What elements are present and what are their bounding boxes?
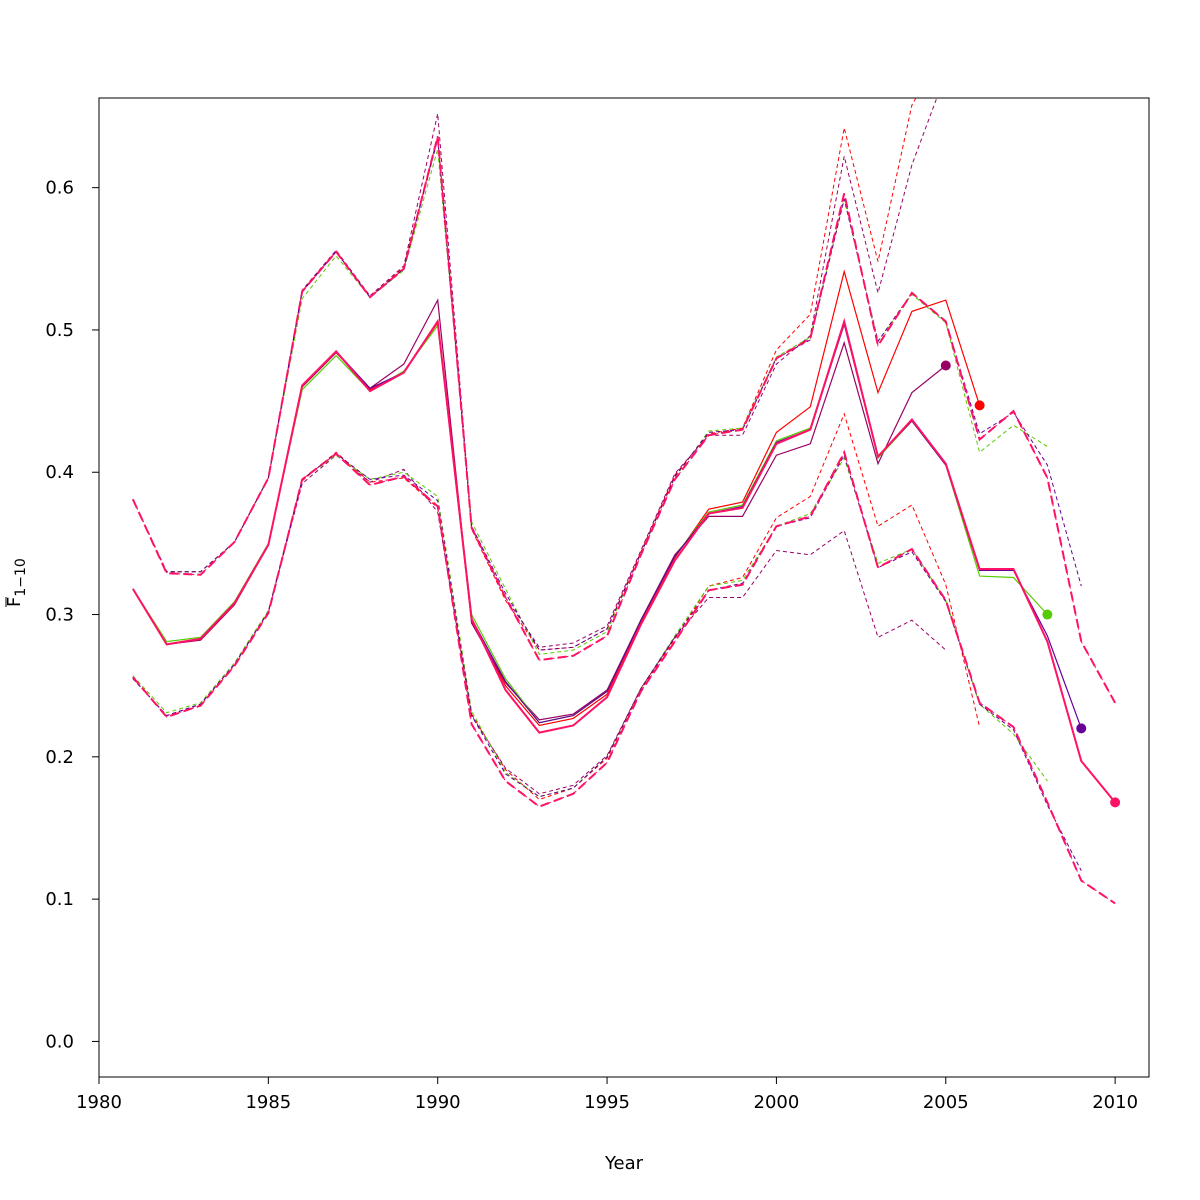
x-tick-label: 1995 [584, 1092, 630, 1113]
series-estimate-line [132, 319, 1116, 803]
svg-text:F1−10: F1−10 [4, 558, 29, 607]
series-estimate-line [132, 298, 947, 721]
y-axis-label: F1−10 [4, 558, 29, 607]
x-axis-label: Year [604, 1153, 644, 1174]
series-group-5 [132, 136, 1116, 904]
series-endpoint-marker [940, 360, 951, 371]
series-endpoint-marker [974, 400, 985, 411]
y-axis-label-main: F [4, 597, 25, 607]
plot-frame [98, 97, 1150, 1078]
y-tick-label: 0.3 [45, 605, 74, 626]
x-tick-label: 2005 [923, 1092, 969, 1113]
x-tick-label: 2010 [1092, 1092, 1138, 1113]
x-tick-label: 1990 [415, 1092, 461, 1113]
series-upper-line [132, 149, 1048, 655]
series-group-1 [132, 98, 981, 801]
y-tick-label: 0.6 [45, 178, 74, 199]
x-tick-label: 2000 [754, 1092, 800, 1113]
latest-lower-line [132, 449, 1116, 905]
series-lower-line [132, 412, 981, 801]
series-endpoint-marker [1042, 609, 1053, 620]
endpoint-layer [940, 360, 1121, 808]
series-estimate-line [132, 319, 1082, 729]
series-estimate-line [132, 269, 981, 727]
series-estimate-line [132, 320, 1048, 724]
y-axis-label-sub: 1−10 [13, 558, 29, 596]
x-tick-label: 1980 [76, 1092, 122, 1113]
series-group-4 [132, 139, 1082, 871]
latest-series-group [131, 136, 1116, 905]
series-group-2 [132, 98, 947, 795]
series-lower-line [132, 453, 1082, 871]
x-axis: 1980 1985 1990 1995 2000 2005 2010 [76, 1076, 1138, 1113]
y-tick-label: 0.2 [45, 747, 74, 768]
latest-estimate-line [132, 317, 1116, 804]
series-layer [131, 98, 1116, 905]
series-lower-line [132, 454, 947, 795]
series-endpoint-marker [1110, 797, 1121, 808]
series-upper-line [132, 136, 1116, 704]
y-tick-label: 0.0 [45, 1031, 74, 1052]
series-upper-line [132, 139, 1082, 651]
y-tick-label: 0.1 [45, 889, 74, 910]
y-tick-label: 0.5 [45, 320, 74, 341]
x-tick-label: 1985 [245, 1092, 291, 1113]
y-axis: 0.0 0.1 0.2 0.3 0.4 0.5 0.6 [45, 178, 100, 1052]
series-lower-line [132, 450, 1116, 904]
series-endpoint-marker [1076, 723, 1087, 734]
y-tick-label: 0.4 [45, 462, 74, 483]
series-upper-line [132, 98, 938, 648]
latest-upper-line [131, 136, 1116, 704]
